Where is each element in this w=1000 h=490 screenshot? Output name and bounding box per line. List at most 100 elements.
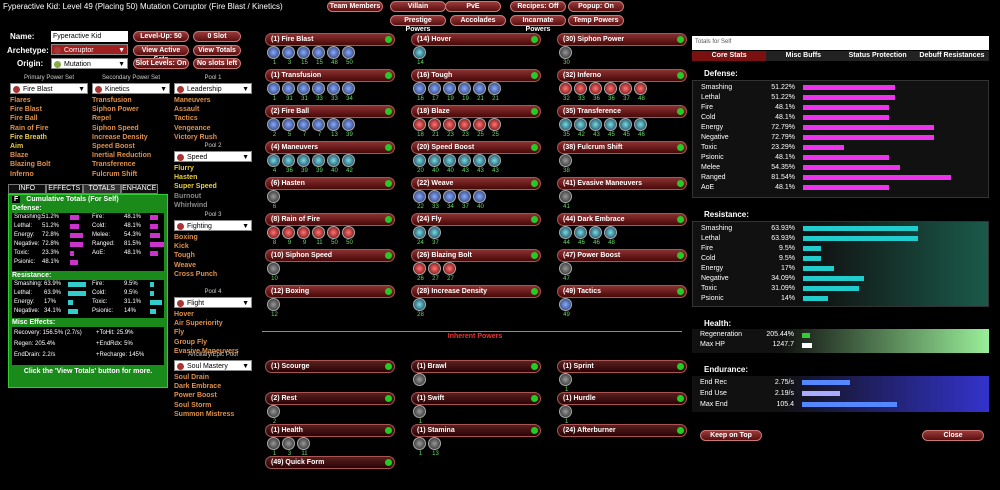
- set-power-item[interactable]: Dark Embrace: [174, 383, 222, 391]
- power-slot--blazing-bolt[interactable]: (26) Blazing Bolt: [411, 249, 541, 262]
- enhancement-slot[interactable]: 44: [559, 226, 572, 246]
- top-button-villain[interactable]: Villain: [390, 1, 446, 12]
- set-power-item[interactable]: Blazing Bolt: [10, 161, 51, 169]
- enhancement-slot[interactable]: 31: [297, 82, 310, 102]
- secondary-set-dropdown[interactable]: Kinetics ▼: [92, 83, 170, 94]
- pool2-set-dropdown[interactable]: Speed ▼: [174, 151, 252, 162]
- enhancement-slot[interactable]: 23: [443, 118, 456, 138]
- enhancement-slot[interactable]: 23: [458, 118, 471, 138]
- power-slot--siphon-power[interactable]: (30) Siphon Power: [557, 33, 687, 46]
- set-power-item[interactable]: Inertial Reduction: [92, 152, 152, 160]
- enhancement-slot[interactable]: 43: [488, 154, 501, 174]
- enhancement-slot[interactable]: 11: [297, 437, 310, 457]
- enhancement-slot[interactable]: 36: [604, 82, 617, 102]
- set-power-item[interactable]: Fire Blast: [10, 106, 42, 114]
- inherent-power[interactable]: (49) Quick Form: [265, 456, 395, 469]
- enhancement-slot[interactable]: 43: [458, 154, 471, 174]
- no-slots-button[interactable]: No slots left: [193, 58, 241, 69]
- set-power-item[interactable]: Evasive Maneuvers: [174, 347, 239, 355]
- enhancement-slot[interactable]: 38: [559, 154, 572, 174]
- set-power-item[interactable]: Soul Storm: [174, 401, 212, 409]
- power-slot--boxing[interactable]: (12) Boxing: [265, 285, 395, 298]
- enhancement-slot[interactable]: 7: [312, 118, 325, 138]
- pool4-set-dropdown[interactable]: Flight ▼: [174, 297, 252, 308]
- enhancement-slot[interactable]: 33: [312, 82, 325, 102]
- set-power-item[interactable]: Super Speed: [174, 183, 217, 191]
- top-button-accolades[interactable]: Accolades: [450, 15, 506, 26]
- enhancement-slot[interactable]: 21: [428, 118, 441, 138]
- inherent-power[interactable]: (1) Health: [265, 424, 395, 437]
- power-slot--dark-embrace[interactable]: (44) Dark Embrace: [557, 213, 687, 226]
- enhancement-slot[interactable]: 42: [342, 154, 355, 174]
- set-power-item[interactable]: Fulcrum Shift: [92, 170, 138, 178]
- totals-search[interactable]: Totals for Self: [692, 36, 989, 50]
- view-totals-button[interactable]: View Totals: [193, 45, 241, 56]
- top-button-incarnate-powers[interactable]: Incarnate Powers: [510, 15, 566, 33]
- enhancement-slot[interactable]: 1: [413, 405, 426, 425]
- set-power-item[interactable]: Victory Rush: [174, 133, 218, 141]
- enhancement-slot[interactable]: 9: [297, 226, 310, 246]
- set-power-item[interactable]: Siphon Power: [92, 106, 139, 114]
- tab-effects[interactable]: EFFECTS: [45, 184, 83, 194]
- inherent-power[interactable]: (1) Sprint: [557, 360, 687, 373]
- set-power-item[interactable]: Maneuvers: [174, 97, 211, 104]
- set-power-item[interactable]: Flurry: [174, 165, 194, 172]
- slot-levels-button[interactable]: Slot Levels: On: [133, 58, 189, 69]
- tab-status-protection[interactable]: Status Protection: [840, 51, 915, 61]
- enhancement-slot[interactable]: 34: [443, 190, 456, 210]
- enhancement-slot[interactable]: 18: [413, 118, 426, 138]
- power-slot--transference[interactable]: (35) Transference: [557, 105, 687, 118]
- enhancement-slot[interactable]: 6: [267, 190, 280, 210]
- set-power-item[interactable]: Whirlwind: [174, 201, 208, 209]
- enhancement-slot[interactable]: 42: [574, 118, 587, 138]
- set-power-item[interactable]: Speed Boost: [92, 143, 135, 151]
- enhancement-slot[interactable]: 8: [267, 226, 280, 246]
- set-power-item[interactable]: Rain of Fire: [10, 124, 49, 132]
- set-power-item[interactable]: Weave: [174, 261, 197, 269]
- power-slot--speed-boost[interactable]: (20) Speed Boost: [411, 141, 541, 154]
- enhancement-slot[interactable]: 40: [473, 190, 486, 210]
- enhancement-slot[interactable]: 48: [604, 226, 617, 246]
- enhancement-slot[interactable]: 33: [327, 82, 340, 102]
- enhancement-slot[interactable]: 27: [443, 262, 456, 282]
- tab-misc-buffs[interactable]: Misc Buffs: [766, 51, 841, 61]
- top-button-team-members[interactable]: Team Members: [327, 1, 383, 12]
- enhancement-slot[interactable]: 1: [559, 373, 572, 393]
- set-power-item[interactable]: Flares: [10, 97, 31, 104]
- enhancement-slot[interactable]: 31: [282, 82, 295, 102]
- enhancement-slot[interactable]: 32: [559, 82, 572, 102]
- enhancement-slot[interactable]: 13: [327, 118, 340, 138]
- enhancement-slot[interactable]: 46: [634, 118, 647, 138]
- power-slot--weave[interactable]: (22) Weave: [411, 177, 541, 190]
- tab-enhance[interactable]: ENHANCE: [120, 184, 158, 194]
- set-power-item[interactable]: Siphon Speed: [92, 124, 139, 132]
- name-field[interactable]: Fyperactive Kid: [51, 31, 128, 42]
- enhancement-slot[interactable]: 39: [342, 118, 355, 138]
- set-power-item[interactable]: Group Fly: [174, 338, 208, 346]
- enhancement-slot[interactable]: 15: [312, 46, 325, 66]
- tab-totals[interactable]: TOTALS: [83, 184, 121, 194]
- power-slot--tough[interactable]: (16) Tough: [411, 69, 541, 82]
- enhancement-slot[interactable]: 39: [312, 154, 325, 174]
- set-power-item[interactable]: Power Boost: [174, 392, 217, 400]
- power-slot--hasten[interactable]: (6) Hasten: [265, 177, 395, 190]
- power-slot--transfusion[interactable]: (1) Transfusion: [265, 69, 395, 82]
- filter-toggle[interactable]: F: [12, 196, 21, 203]
- set-power-item[interactable]: Inferno: [10, 170, 34, 178]
- set-power-item[interactable]: Summon Mistress: [174, 410, 235, 418]
- set-power-item[interactable]: Hover: [174, 311, 194, 318]
- enhancement-slot[interactable]: 1: [267, 82, 280, 102]
- enhancement-slot[interactable]: 46: [589, 226, 602, 246]
- enhancement-slot[interactable]: 4: [267, 154, 280, 174]
- top-button-popup-on[interactable]: Popup: On: [568, 1, 624, 12]
- set-power-item[interactable]: Soul Drain: [174, 374, 210, 381]
- enhancement-slot[interactable]: 25: [488, 118, 501, 138]
- tab-core-stats[interactable]: Core Stats: [692, 51, 767, 61]
- enhancement-slot[interactable]: 1: [267, 46, 280, 66]
- power-slot--siphon-speed[interactable]: (10) Siphon Speed: [265, 249, 395, 262]
- enhancement-slot[interactable]: 19: [443, 82, 456, 102]
- set-power-item[interactable]: Vengeance: [174, 124, 211, 132]
- enhancement-slot[interactable]: 50: [327, 226, 340, 246]
- power-slot--power-boost[interactable]: (47) Power Boost: [557, 249, 687, 262]
- enhancement-slot[interactable]: 21: [473, 82, 486, 102]
